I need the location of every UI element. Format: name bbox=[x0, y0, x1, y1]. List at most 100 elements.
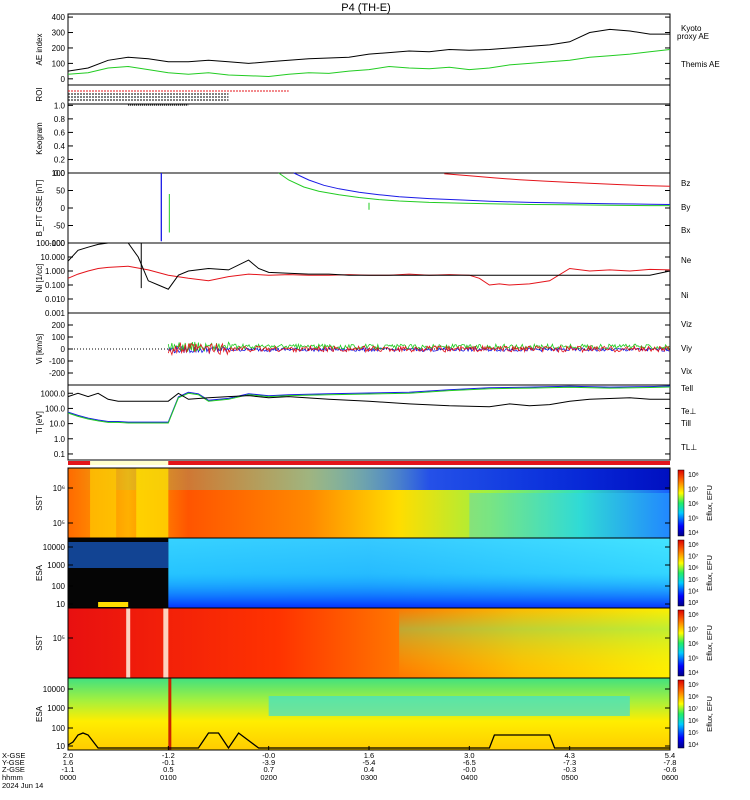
footer-xgse: -0.0 bbox=[262, 751, 275, 760]
sst-ion-colorbar-tick: 10⁴ bbox=[688, 530, 699, 537]
keogram-tick-label: 0.4 bbox=[54, 142, 66, 151]
footer-ygse: -5.4 bbox=[363, 758, 376, 767]
temperature-ylabel: Ti [eV] bbox=[35, 411, 44, 434]
footer-xgse: 4.3 bbox=[564, 751, 574, 760]
density-ylabel: Ni [1/cc] bbox=[35, 264, 44, 293]
esa-ion-colorbar bbox=[677, 539, 685, 607]
footer-zgse: -0.3 bbox=[563, 765, 576, 774]
esa-elec-colorbar-tick: 10⁵ bbox=[688, 730, 699, 737]
sst-elec-ylabel: SST bbox=[35, 635, 44, 651]
esa-ion-tick-label: 10000 bbox=[43, 543, 66, 552]
density-legend-ne: Ne bbox=[681, 256, 692, 265]
bfit-tick-label: -100 bbox=[49, 239, 66, 248]
plot-title: P4 (TH-E) bbox=[341, 2, 391, 14]
esa-elec-colorbar-tick: 10⁸ bbox=[688, 694, 699, 701]
ae-tick-label: 100 bbox=[52, 59, 66, 68]
esa-elec-colorbar-tick: 10⁴ bbox=[688, 742, 699, 749]
footer-zgse: 0.4 bbox=[364, 765, 374, 774]
velocity-tick-label: -100 bbox=[49, 357, 66, 366]
sst-ion-tick-label: 10⁵ bbox=[53, 519, 65, 528]
esa-elec-colorbar-tick: 10⁷ bbox=[688, 706, 699, 713]
esa-elec-colorbar-tick: 10⁶ bbox=[688, 718, 699, 725]
footer-zgse: 0.7 bbox=[263, 765, 273, 774]
esa-ion-tick-label: 10 bbox=[56, 600, 65, 609]
velocity-tick-label: 0 bbox=[61, 345, 66, 354]
density-panel-frame bbox=[67, 242, 671, 314]
status-bar-segment bbox=[168, 461, 671, 465]
density-series-line bbox=[67, 242, 671, 290]
keogram-tick-label: 0.8 bbox=[54, 115, 66, 124]
footer-row-label: Z-GSE bbox=[2, 765, 25, 774]
sst-ion-ylabel: SST bbox=[35, 495, 44, 511]
esa-ion-colorbar-tick: 10⁴ bbox=[688, 588, 699, 595]
footer-zgse: 0.5 bbox=[163, 765, 173, 774]
keogram-tick-label: 1.0 bbox=[54, 101, 66, 110]
ae-tick-label: 400 bbox=[52, 13, 66, 22]
density-tick-label: 0.010 bbox=[45, 295, 66, 304]
esa-elec-tick-label: 1000 bbox=[47, 704, 65, 713]
sst-ion-heatmap-band bbox=[90, 468, 117, 538]
sst-elec-colorbar-tick: 10⁸ bbox=[688, 612, 699, 619]
esa-elec-heatmap-band bbox=[268, 696, 630, 716]
sst-elec-colorbar bbox=[677, 609, 685, 677]
esa-elec-tick-label: 10 bbox=[56, 742, 65, 751]
temperature-till-line bbox=[67, 386, 671, 424]
keogram-panel-frame bbox=[67, 103, 671, 174]
velocity-tick-label: -200 bbox=[49, 369, 66, 378]
density-tick-label: 100.000 bbox=[36, 239, 65, 248]
sst-elec-colorbar-label: Eflux, EFU bbox=[705, 625, 714, 661]
footer-ygse: -7.3 bbox=[563, 758, 576, 767]
temperature-tick-label: 0.1 bbox=[54, 450, 66, 459]
footer-ygse: -7.8 bbox=[664, 758, 677, 767]
esa-ion-colorbar-tick: 10³ bbox=[688, 600, 699, 607]
roi-ylabel: ROI bbox=[35, 87, 44, 101]
footer-row-label: X-GSE bbox=[2, 751, 25, 760]
velocity-legend-viy: Viy bbox=[681, 344, 692, 353]
velocity-ylabel: Vi [km/s] bbox=[35, 334, 44, 365]
footer-ygse: -3.9 bbox=[262, 758, 275, 767]
footer-row-label: hhmm bbox=[2, 773, 23, 782]
ae-series-line bbox=[67, 49, 671, 78]
keogram-ylabel: Keogram bbox=[35, 122, 44, 155]
bfit-tick-label: 50 bbox=[56, 187, 65, 196]
sst-ion-colorbar-tick: 10⁶ bbox=[688, 501, 699, 508]
footer-xgse: 2.0 bbox=[63, 751, 73, 760]
footer-hhmm: 0300 bbox=[361, 773, 378, 782]
temperature-tell-line bbox=[67, 392, 670, 408]
bfit-legend-by: By bbox=[681, 203, 690, 212]
ae-panel-frame bbox=[67, 13, 671, 86]
temperature-panel-frame bbox=[67, 384, 671, 461]
esa-elec-colorbar bbox=[677, 679, 685, 749]
bfit-tick-label: 100 bbox=[52, 169, 66, 178]
esa-elec-ylabel: ESA bbox=[35, 705, 44, 722]
sst-ion-heatmap-band bbox=[469, 493, 670, 538]
footer-row-label: Y-GSE bbox=[2, 758, 25, 767]
ae-tick-label: 200 bbox=[52, 44, 66, 53]
ae-tick-label: 300 bbox=[52, 29, 66, 38]
velocity-legend-vix: Vix bbox=[681, 367, 692, 376]
sst-elec-heatmap-band bbox=[399, 608, 670, 678]
density-tick-label: 1.000 bbox=[45, 267, 66, 276]
temperature-tick-label: 100.0 bbox=[45, 404, 66, 413]
esa-ion-tick-label: 1000 bbox=[47, 561, 65, 570]
temperature-legend-teperp: Te⊥ bbox=[681, 407, 696, 416]
keogram-tick-label: 0.6 bbox=[54, 128, 66, 137]
esa-ion-colorbar-tick: 10⁸ bbox=[688, 542, 699, 549]
footer-ygse: 1.6 bbox=[63, 758, 73, 767]
footer-ygse: -6.5 bbox=[463, 758, 476, 767]
footer-xgse: -1.2 bbox=[162, 751, 175, 760]
sst-ion-colorbar-tick: 10⁸ bbox=[688, 472, 699, 479]
footer-zgse: -0.6 bbox=[664, 765, 677, 774]
sst-ion-tick-label: 10⁶ bbox=[53, 484, 65, 493]
sst-elec-colorbar-tick: 10⁴ bbox=[688, 670, 699, 677]
sst-ion-heatmap-band bbox=[136, 468, 169, 538]
esa-ion-colorbar-tick: 10⁶ bbox=[688, 565, 699, 572]
bfit-series-line bbox=[444, 173, 671, 187]
footer-hhmm: 0000 bbox=[60, 773, 77, 782]
density-tick-label: 0.100 bbox=[45, 281, 66, 290]
density-tick-label: 0.001 bbox=[45, 309, 66, 318]
temperature-legend-till: Till bbox=[681, 419, 691, 428]
esa-elec-tick-label: 10000 bbox=[43, 685, 66, 694]
footer-zgse: -1.1 bbox=[62, 765, 75, 774]
